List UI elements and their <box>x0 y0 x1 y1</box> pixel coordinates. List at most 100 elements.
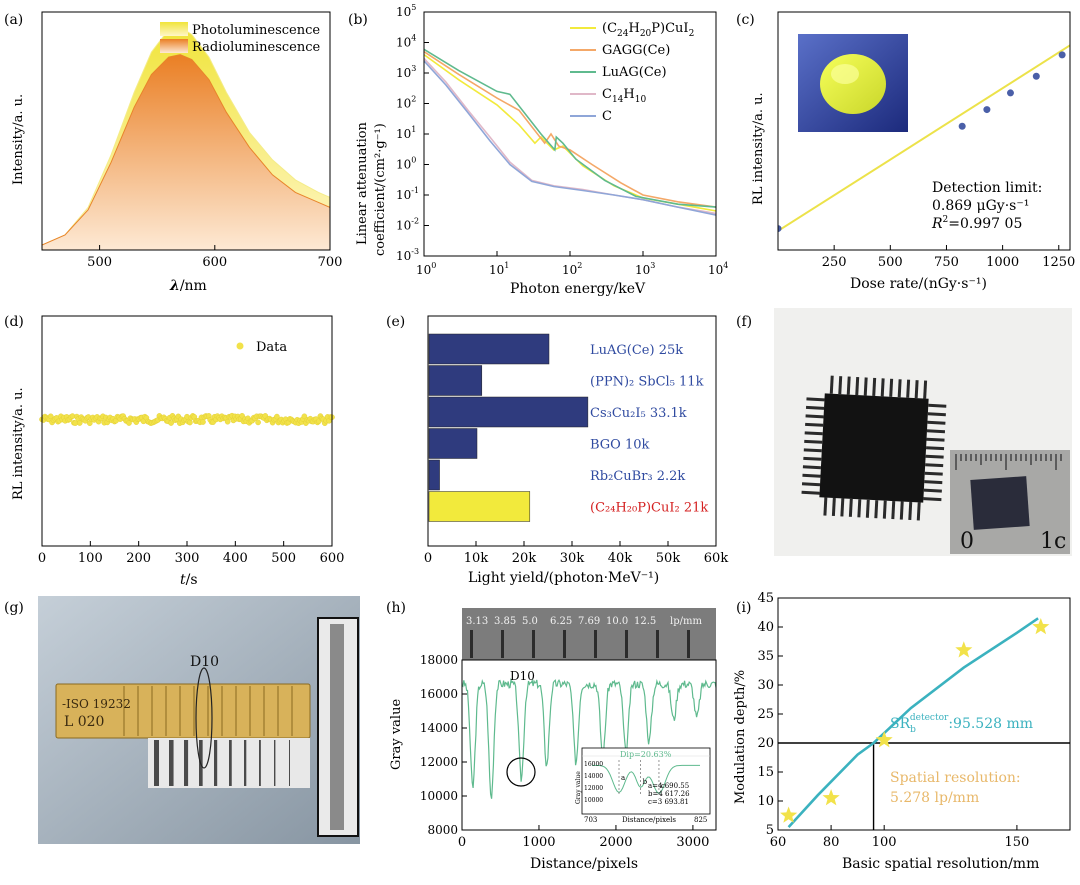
xtick-label-e: 50k <box>656 551 681 566</box>
chip-pin <box>806 397 825 402</box>
strip-bar-h <box>625 630 628 658</box>
inset-frame <box>581 747 711 815</box>
chip-pin <box>891 501 896 520</box>
xlabel-a: λ/nm <box>169 278 207 294</box>
data-point-c <box>1058 51 1066 59</box>
ylabel-d: RL intensity/a. u. <box>11 387 26 500</box>
xtick-label-d: 100 <box>78 551 103 566</box>
xtick-label-e: 30k <box>560 551 585 566</box>
bar-label-e-5: (C₂₄H₂₀P)CuI₂ 21k <box>590 501 708 516</box>
panel-c: (c) 250 500 750 1000 1250 Detection limit: 0… <box>736 11 1075 292</box>
xtick-label-a: 700 <box>318 255 343 270</box>
bar-e-4 <box>428 459 440 491</box>
plot-frame-d <box>41 315 333 547</box>
iqi-xray-wire <box>214 740 218 786</box>
sr-label-sup: detector <box>910 713 949 723</box>
d10-marker <box>195 667 213 769</box>
inset-ytick-label: 10000 <box>584 797 603 804</box>
data-point-d <box>47 413 54 420</box>
plot-frame-b <box>423 11 717 257</box>
xlabel-a-sym: λ <box>169 278 180 294</box>
res-label-2: 5.278 lp/mm <box>890 790 979 806</box>
data-point-c <box>778 225 782 233</box>
panel-label-e: (e) <box>386 314 405 330</box>
data-star-i <box>822 789 840 806</box>
ytick-label-h: 10000 <box>420 789 458 803</box>
inset-marker-label: c <box>661 782 665 790</box>
inset-title: Dip=20.63% <box>620 750 672 759</box>
chip-pin <box>925 463 944 468</box>
c-r2-value: =0.997 05 <box>948 216 1022 232</box>
ylabel-b-line1: Linear attenuation <box>355 121 370 245</box>
chip-pin <box>916 502 921 521</box>
ytick-label-i: 45 <box>757 591 774 606</box>
ylabel-h: Gray value <box>389 699 404 770</box>
iqi-xray-wire <box>169 740 174 786</box>
chip-pin <box>801 482 821 487</box>
strip-label-h-0: 3.13 <box>466 616 488 627</box>
panel-label-g: (g) <box>4 600 24 616</box>
fit-curve-i <box>787 617 1039 828</box>
bar-label-e-2: Cs₃Cu₂I₅ 33.1k <box>590 406 687 421</box>
inset-ylabel: Gray value <box>575 771 582 804</box>
chip-pin <box>848 498 853 517</box>
chip-pin <box>802 473 821 478</box>
chip-pin <box>802 465 821 470</box>
c-annotation-2: 0.869 μGy·s⁻¹ <box>932 198 1029 214</box>
panel-h: (h) 3.13 3.85 5.0 6.25 7.69 10.0 12.5 lp/mm 0 10… <box>386 600 717 872</box>
chip-pin <box>831 497 836 517</box>
chip-pin <box>803 448 822 453</box>
chip-pin <box>914 380 919 399</box>
h-inset: Dip=20.63% a b c 16000 14000 12000 10000 a=4 690… <box>575 747 711 824</box>
panel-g: (g) -ISO 19232 L 020 D10 <box>4 596 360 844</box>
xlabel-b: Photon energy/keV <box>510 281 646 297</box>
strip-bar-h <box>532 630 535 658</box>
chip-pin <box>804 431 823 436</box>
series-line-b-3 <box>424 57 716 215</box>
legend-label-b-0: (C24H20P)CuI2 <box>602 21 694 39</box>
data-star-i <box>955 641 973 658</box>
legend-rl: Radioluminescence <box>192 40 321 55</box>
iqi-xray-wire <box>274 740 276 786</box>
xlabel-i: Basic spatial resolution/mm <box>842 856 1039 872</box>
c-annotation-3: R2=0.997 05 <box>931 215 1022 232</box>
legend-label-b-1: GAGG(Ce) <box>602 43 670 58</box>
ytick-label-b: 100 <box>396 156 416 172</box>
inset-xlabel: Distance/pixels <box>622 816 676 824</box>
chip-body <box>819 393 929 503</box>
strip-bar-h <box>563 630 566 658</box>
chip-pin <box>846 376 851 395</box>
strip-label-h-7: lp/mm <box>670 616 702 627</box>
xtick-label-b: 103 <box>635 261 655 277</box>
xlabel-d-unit: /s <box>186 572 198 588</box>
chip-pin <box>805 414 824 419</box>
sr-label-sub: b <box>910 725 916 735</box>
xtick-label-b: 102 <box>562 261 582 277</box>
strip-bar-h <box>656 630 659 658</box>
xtick-label-i: 60 <box>770 835 787 850</box>
panel-label-c: (c) <box>736 12 755 28</box>
chip-pin <box>803 456 822 461</box>
legend-swatch-pl <box>160 22 188 36</box>
xtick-label-a: 600 <box>202 255 227 270</box>
xtick-label-d: 0 <box>38 551 46 566</box>
bar-e-2 <box>428 396 589 428</box>
xtick-label-h: 3000 <box>676 835 709 850</box>
xtick-label-e: 60k <box>704 551 729 566</box>
strip-bar-h <box>687 630 690 658</box>
panel-d: (d) 0 100 200 300 400 500 600 Data RL intensit… <box>4 314 344 588</box>
bar-e-1 <box>428 365 483 396</box>
ruler-label-0: 0 <box>960 529 974 554</box>
iqi-xray-wire <box>184 740 189 786</box>
xlabel-d-sym: t <box>180 572 186 588</box>
ruler-label-1: 1c <box>1040 529 1066 554</box>
legend-pl: Photoluminescence <box>192 23 320 38</box>
panel-e: (e) LuAG(Ce) 25k (PPN)₂ SbCl₅ 11k Cs₃Cu₂I₅… <box>386 314 728 586</box>
ylabel-c: RL intensity/a. u. <box>751 92 766 205</box>
ytick-label-h: 8000 <box>427 823 458 837</box>
ytick-label-i: 15 <box>757 765 774 780</box>
iqi-xray-wire <box>289 740 290 786</box>
xlabel-a-unit: /nm <box>180 278 207 294</box>
xtick-label-e: 20k <box>512 551 537 566</box>
series-line-b-2 <box>424 48 716 208</box>
